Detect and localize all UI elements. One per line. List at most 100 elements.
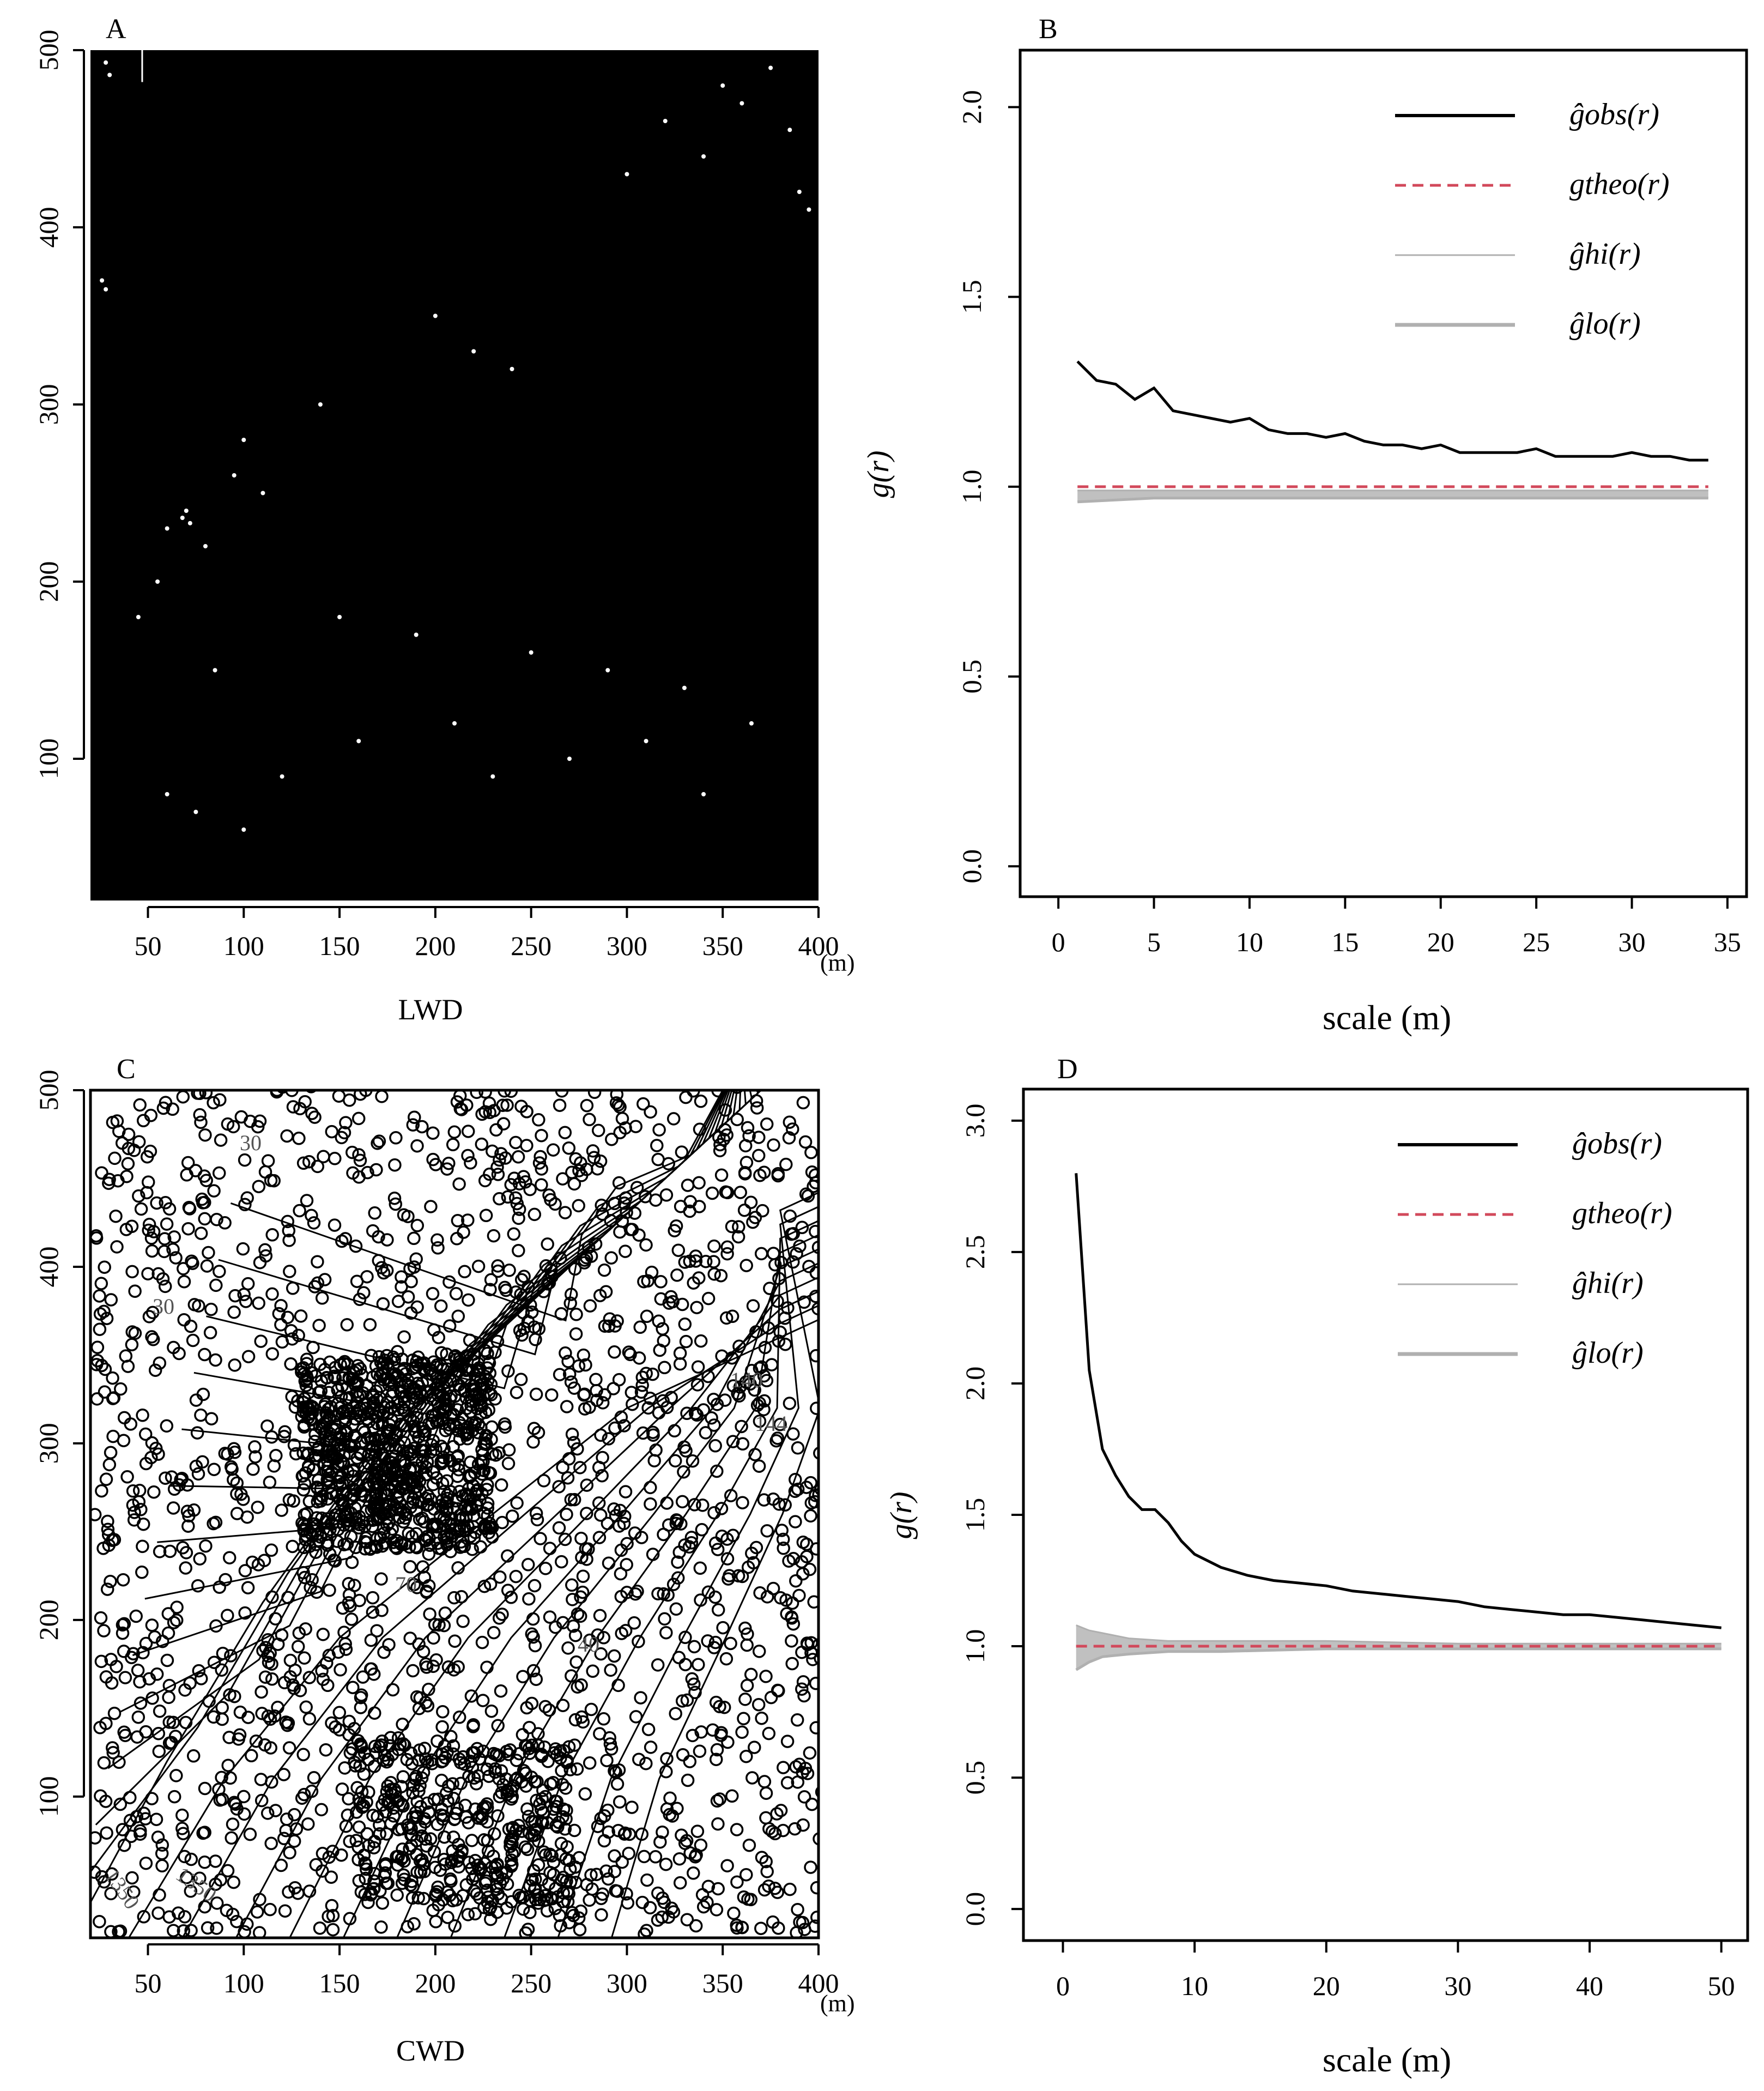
data-point — [362, 1785, 375, 1799]
data-point — [644, 739, 648, 744]
data-point — [800, 1550, 814, 1563]
data-point — [690, 1378, 705, 1392]
data-point — [479, 1436, 493, 1450]
data-point — [605, 668, 610, 673]
data-point — [675, 1828, 688, 1842]
data-point — [535, 1178, 548, 1192]
data-point — [131, 1710, 146, 1724]
data-point — [785, 1227, 798, 1241]
data-point — [431, 1241, 445, 1255]
data-point — [176, 1541, 190, 1555]
data-point — [294, 1309, 308, 1323]
data-point — [147, 1225, 161, 1238]
data-point — [718, 1103, 732, 1117]
data-point — [337, 1357, 351, 1370]
y-tick-label: 1.0 — [960, 1629, 990, 1664]
data-point — [305, 1573, 319, 1587]
data-point — [749, 1325, 763, 1339]
data-point — [658, 1361, 671, 1375]
panel-b-xlabel: scale (m) — [1323, 998, 1451, 1037]
data-point — [565, 1578, 579, 1592]
data-point — [659, 1857, 673, 1871]
data-point — [611, 1098, 625, 1112]
data-point — [389, 1441, 403, 1455]
data-point — [516, 1902, 530, 1916]
data-point — [460, 1489, 475, 1503]
data-point — [284, 1357, 298, 1371]
data-point — [246, 1463, 260, 1476]
data-point — [767, 1138, 780, 1152]
data-point — [619, 1244, 632, 1258]
data-point — [351, 1404, 365, 1417]
data-point — [407, 1917, 421, 1931]
data-point — [362, 1448, 375, 1461]
data-point — [106, 1746, 120, 1760]
data-point — [265, 1590, 279, 1604]
data-point — [632, 1752, 646, 1766]
data-point — [610, 1884, 624, 1898]
y-tick-label: 1.5 — [956, 280, 987, 314]
data-point — [517, 1170, 531, 1183]
data-point — [160, 1217, 174, 1231]
data-point — [428, 1618, 442, 1631]
series-obs-line — [1075, 1173, 1721, 1629]
data-point — [541, 1237, 554, 1251]
data-point — [322, 1449, 335, 1463]
data-point — [684, 1536, 699, 1550]
data-point — [707, 1506, 721, 1520]
data-point — [565, 1427, 579, 1441]
data-point — [408, 1473, 421, 1487]
data-point — [558, 1532, 572, 1546]
data-point — [567, 1381, 581, 1395]
data-point — [809, 1721, 819, 1735]
data-point — [472, 1809, 487, 1823]
data-point — [507, 1171, 521, 1185]
data-point — [298, 1651, 311, 1665]
data-point — [644, 1497, 657, 1511]
data-point — [529, 1672, 543, 1686]
data-point — [586, 1664, 599, 1678]
data-point — [670, 1268, 684, 1282]
legend-label-obs: ĝobs(r) — [1569, 98, 1659, 131]
data-point — [444, 1872, 457, 1886]
data-point — [776, 1532, 790, 1546]
x-tick-label: 30 — [1444, 1971, 1471, 2001]
data-point — [318, 402, 323, 407]
data-point — [759, 1670, 773, 1683]
data-point — [113, 1924, 128, 1938]
data-point — [133, 1098, 147, 1112]
data-point — [169, 1613, 184, 1627]
data-point — [799, 1187, 813, 1201]
data-point — [342, 1714, 356, 1729]
data-point — [257, 1554, 271, 1567]
data-point — [458, 1265, 471, 1279]
data-point — [659, 1764, 673, 1779]
data-point — [730, 1875, 744, 1889]
panel-b-plot-frame — [1019, 49, 1748, 898]
data-point — [663, 1808, 676, 1822]
data-point — [373, 1477, 387, 1491]
data-point — [215, 1770, 228, 1785]
data-point — [690, 1824, 705, 1838]
data-point — [353, 1759, 367, 1773]
data-point — [595, 1198, 608, 1212]
data-point — [151, 1830, 165, 1844]
data-point — [491, 1264, 505, 1278]
data-point — [369, 1359, 383, 1373]
data-point — [501, 1190, 515, 1204]
x-tick-label: 150 — [319, 1968, 360, 1998]
data-point — [302, 1402, 316, 1416]
data-point — [648, 1850, 663, 1864]
data-point — [157, 1232, 172, 1246]
data-point — [504, 1859, 518, 1874]
data-point — [404, 1839, 419, 1853]
data-point — [654, 1275, 668, 1289]
data-point — [764, 1690, 778, 1705]
data-point — [125, 1871, 139, 1885]
data-point — [668, 1224, 681, 1237]
data-point — [376, 1361, 390, 1375]
data-point — [166, 1715, 180, 1730]
data-point — [300, 1352, 314, 1366]
data-point — [243, 1827, 257, 1841]
data-point — [298, 1374, 312, 1388]
